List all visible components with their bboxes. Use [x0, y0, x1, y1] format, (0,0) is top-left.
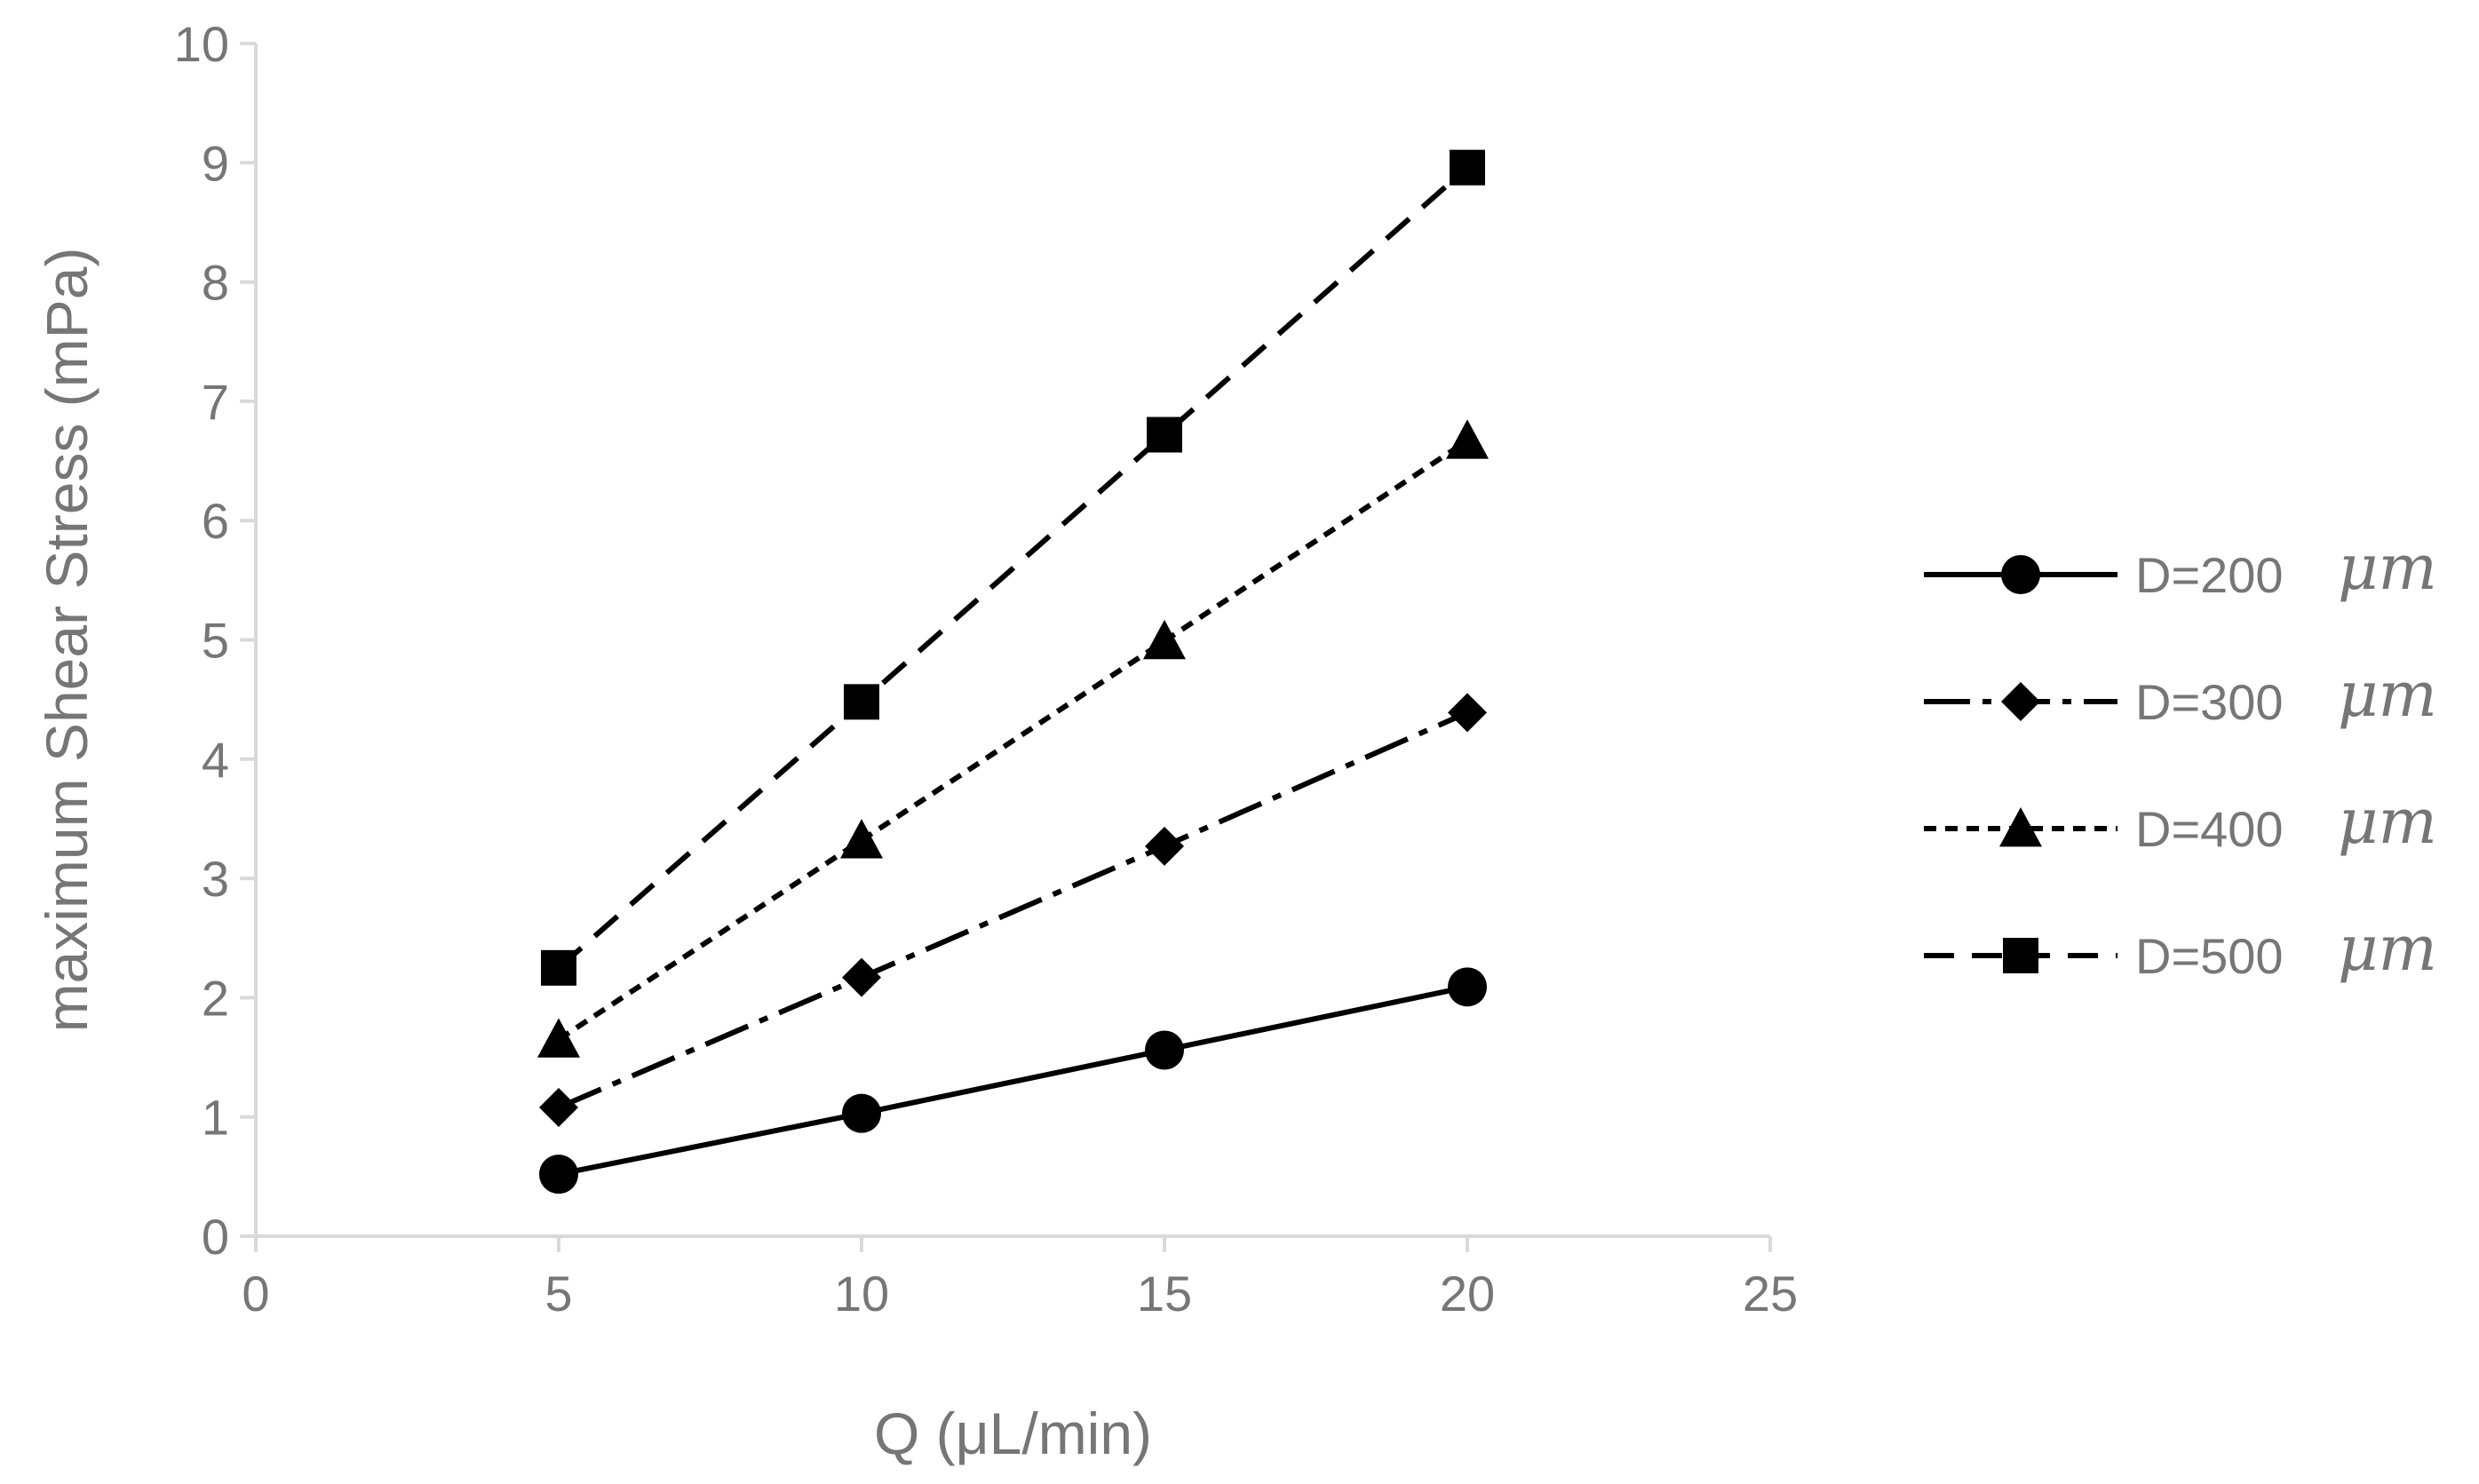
data-point [840, 819, 883, 859]
x-tick-label: 25 [1743, 1266, 1798, 1321]
legend: D=200 μm D=300 μm D=400 μm D=500 μm [1924, 531, 2437, 985]
data-point [1450, 149, 1485, 186]
data-point [844, 684, 879, 720]
data-point [842, 1093, 881, 1133]
y-tick-label: 7 [202, 374, 229, 430]
series-d-200 [539, 967, 1487, 1194]
series-d-500 [541, 149, 1485, 986]
data-point [1448, 967, 1487, 1007]
y-tick-label: 2 [202, 970, 229, 1026]
series-line [557, 438, 1469, 1042]
y-tick-label: 10 [174, 16, 229, 72]
series-line [557, 165, 1469, 971]
series-group [537, 149, 1489, 1194]
series-line [557, 710, 1469, 1110]
data-point [539, 1087, 578, 1127]
y-tick-label: 0 [202, 1209, 229, 1265]
series-d-300 [539, 693, 1487, 1127]
data-point [842, 957, 881, 997]
x-tick-label: 15 [1137, 1266, 1192, 1321]
series-d-400 [537, 419, 1489, 1058]
legend-unit: μm [2338, 785, 2437, 858]
data-point [539, 1155, 578, 1194]
legend-label: D=300 [2135, 674, 2284, 730]
y-tick-label: 1 [202, 1090, 229, 1146]
x-tick-label: 5 [544, 1266, 572, 1321]
legend-item: D=200 μm [1924, 531, 2437, 604]
x-tick-label: 0 [242, 1266, 269, 1321]
data-point [1145, 826, 1184, 866]
y-tick-label: 9 [202, 135, 229, 191]
y-tick-label: 5 [202, 613, 229, 669]
x-axis-title: Q (μL/min) [874, 1401, 1152, 1466]
data-point [1446, 419, 1489, 459]
y-tick-label: 3 [202, 851, 229, 907]
legend-unit: μm [2338, 658, 2437, 731]
legend-item: D=400 μm [1924, 785, 2437, 858]
data-point [537, 1018, 580, 1058]
data-point [1147, 417, 1182, 453]
legend-marker [2003, 938, 2038, 973]
legend-marker [1999, 807, 2042, 847]
data-point [1145, 1030, 1184, 1070]
data-point [1448, 693, 1487, 733]
legend-unit: μm [2338, 912, 2437, 985]
data-point [1143, 619, 1186, 660]
x-tick-label: 10 [834, 1266, 889, 1321]
axes: 0 1 2 3 4 5 6 7 8 9 10 0 5 10 15 20 25 [174, 16, 1798, 1321]
x-tick-label: 20 [1440, 1266, 1495, 1321]
legend-item: D=500 μm [1924, 912, 2437, 985]
legend-label: D=500 [2135, 928, 2284, 984]
y-tick-label: 6 [202, 493, 229, 549]
legend-label: D=200 [2135, 547, 2284, 603]
legend-item: D=300 μm [1924, 658, 2437, 731]
legend-label: D=400 [2135, 801, 2284, 857]
y-axis-title: maximum Shear Stress (mPa) [34, 248, 99, 1033]
legend-marker [2001, 555, 2040, 594]
y-tick-label: 4 [202, 732, 229, 788]
series-line [558, 984, 1468, 1178]
data-point [541, 949, 576, 986]
legend-unit: μm [2338, 531, 2437, 604]
legend-marker [2001, 682, 2040, 721]
y-tick-label: 8 [202, 255, 229, 311]
